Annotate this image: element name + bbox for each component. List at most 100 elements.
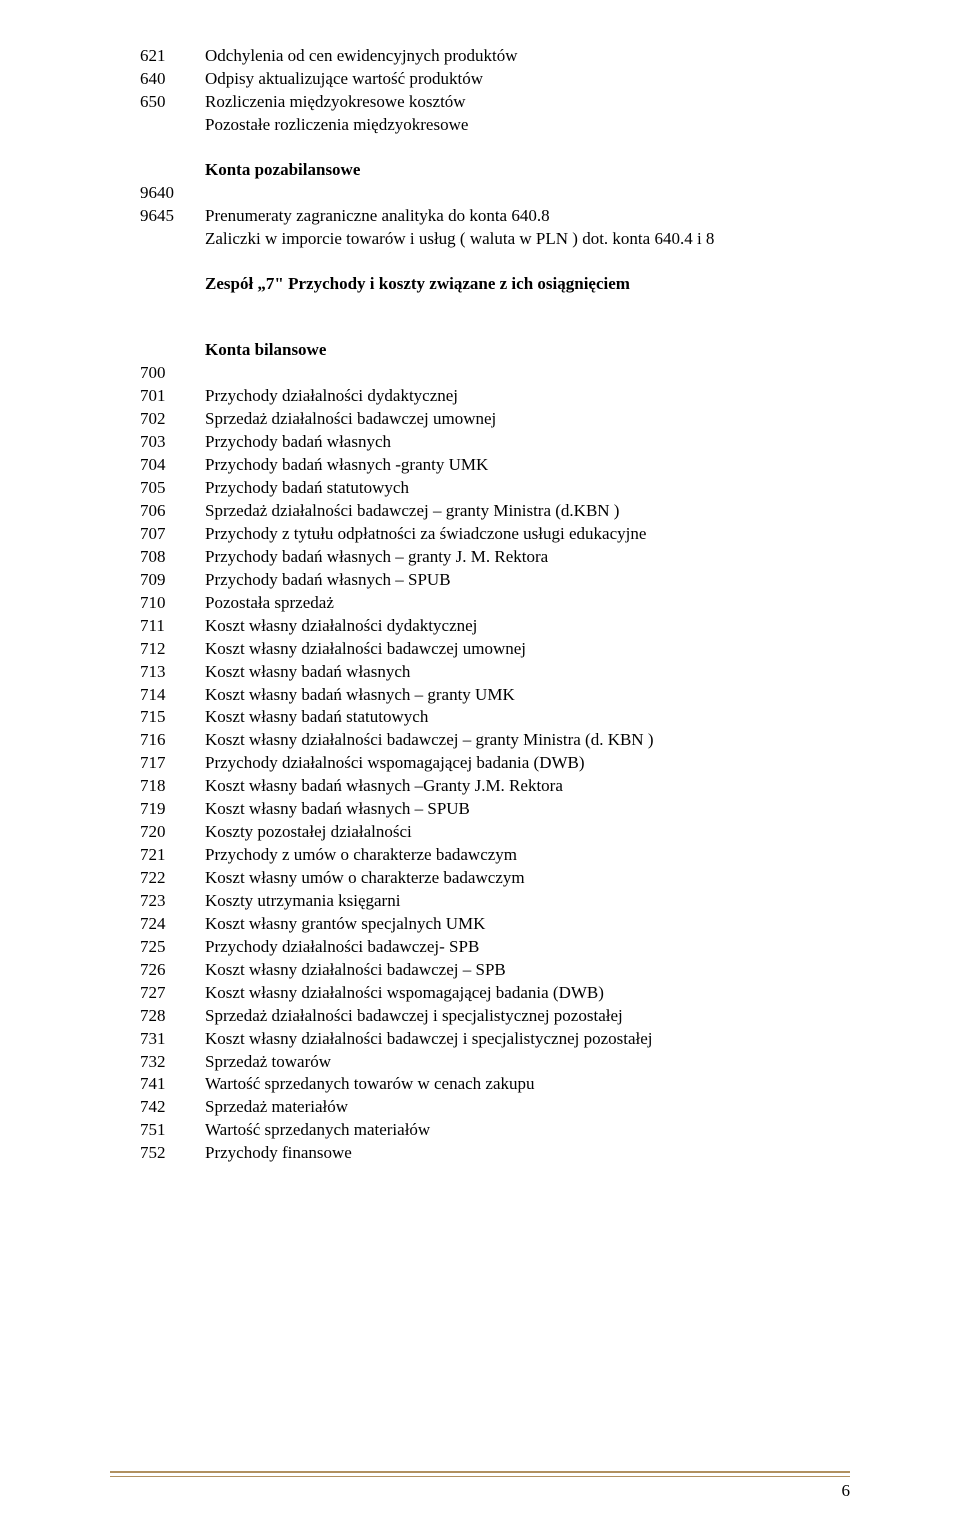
code-cell: 9640	[110, 182, 205, 205]
code-cell: 621	[110, 45, 205, 68]
text-cell: Koszty utrzymania księgarni	[205, 890, 850, 913]
code-cell: 712	[110, 638, 205, 661]
code-cell: 732	[110, 1051, 205, 1074]
text-cell: Koszt własny działalności wspomagającej …	[205, 982, 850, 1005]
table-row: 719Koszt własny badań własnych – SPUB	[110, 798, 850, 821]
code-cell: 708	[110, 546, 205, 569]
text-cell: Przychody z umów o charakterze badawczym	[205, 844, 850, 867]
code-cell: 700	[110, 362, 205, 385]
text-cell: Koszt własny działalności badawczej – SP…	[205, 959, 850, 982]
table-row: 9645Prenumeraty zagraniczne analityka do…	[110, 205, 850, 228]
section-3: 700701Przychody działalności dydaktyczne…	[110, 362, 850, 1165]
code-cell: 650	[110, 91, 205, 114]
table-row: 718Koszt własny badań własnych –Granty J…	[110, 775, 850, 798]
text-cell: Rozliczenia międzyokresowe kosztów	[205, 91, 850, 114]
text-cell: Pozostała sprzedaż	[205, 592, 850, 615]
code-cell: 703	[110, 431, 205, 454]
table-row: 723Koszty utrzymania księgarni	[110, 890, 850, 913]
table-row: 707Przychody z tytułu odpłatności za świ…	[110, 523, 850, 546]
table-row: 726Koszt własny działalności badawczej –…	[110, 959, 850, 982]
text-cell: Przychody działalności dydaktycznej	[205, 385, 850, 408]
table-row: 9640	[110, 182, 850, 205]
text-cell: Przychody badań statutowych	[205, 477, 850, 500]
heading-konta-pozabilansowe: Konta pozabilansowe	[205, 159, 850, 182]
text-cell: Przychody z tytułu odpłatności za świadc…	[205, 523, 850, 546]
text-cell: Sprzedaż działalności badawczej i specja…	[205, 1005, 850, 1028]
text-cell: Wartość sprzedanych towarów w cenach zak…	[205, 1073, 850, 1096]
heading-konta-bilansowe: Konta bilansowe	[205, 339, 850, 362]
text-cell: Przychody finansowe	[205, 1142, 850, 1165]
table-row: 741Wartość sprzedanych towarów w cenach …	[110, 1073, 850, 1096]
text-cell: Koszt własny badań statutowych	[205, 706, 850, 729]
text-cell: Przychody badań własnych	[205, 431, 850, 454]
code-cell: 640	[110, 68, 205, 91]
text-cell: Koszty pozostałej działalności	[205, 821, 850, 844]
heading-row: Konta bilansowe	[110, 339, 850, 362]
text-cell: Koszt własny badań własnych – SPUB	[205, 798, 850, 821]
code-cell: 723	[110, 890, 205, 913]
table-row: 717Przychody działalności wspomagającej …	[110, 752, 850, 775]
code-cell: 718	[110, 775, 205, 798]
text-cell: Przychody badań własnych – SPUB	[205, 569, 850, 592]
code-cell: 706	[110, 500, 205, 523]
table-row: 702Sprzedaż działalności badawczej umown…	[110, 408, 850, 431]
text-cell: Sprzedaż działalności badawczej – granty…	[205, 500, 850, 523]
code-cell: 713	[110, 661, 205, 684]
table-row: 706Sprzedaż działalności badawczej – gra…	[110, 500, 850, 523]
table-row: 720Koszty pozostałej działalności	[110, 821, 850, 844]
table-row: 621Odchylenia od cen ewidencyjnych produ…	[110, 45, 850, 68]
table-row: 716Koszt własny działalności badawczej –…	[110, 729, 850, 752]
table-row: 728Sprzedaż działalności badawczej i spe…	[110, 1005, 850, 1028]
code-cell: 716	[110, 729, 205, 752]
text-cell: Koszt własny badań własnych –Granty J.M.…	[205, 775, 850, 798]
text-cell: Zaliczki w imporcie towarów i usług ( wa…	[205, 228, 850, 251]
code-cell: 715	[110, 706, 205, 729]
code-cell: 717	[110, 752, 205, 775]
text-cell: Pozostałe rozliczenia międzyokresowe	[205, 114, 850, 137]
table-row: 724Koszt własny grantów specjalnych UMK	[110, 913, 850, 936]
code-cell: 752	[110, 1142, 205, 1165]
table-row: Pozostałe rozliczenia międzyokresowe	[110, 114, 850, 137]
table-row: 640Odpisy aktualizujące wartość produktó…	[110, 68, 850, 91]
text-cell: Przychody działalności badawczej- SPB	[205, 936, 850, 959]
code-cell: 724	[110, 913, 205, 936]
code-cell: 742	[110, 1096, 205, 1119]
heading-row: Zespół „7" Przychody i koszty związane z…	[110, 273, 850, 296]
table-row: Zaliczki w imporcie towarów i usług ( wa…	[110, 228, 850, 251]
section-1: 621Odchylenia od cen ewidencyjnych produ…	[110, 45, 850, 137]
table-row: 751Wartość sprzedanych materiałów	[110, 1119, 850, 1142]
spacer	[110, 137, 850, 159]
code-cell: 710	[110, 592, 205, 615]
code-cell: 707	[110, 523, 205, 546]
text-cell: Sprzedaż towarów	[205, 1051, 850, 1074]
code-cell: 741	[110, 1073, 205, 1096]
code-cell: 704	[110, 454, 205, 477]
table-row: 732Sprzedaż towarów	[110, 1051, 850, 1074]
code-cell: 726	[110, 959, 205, 982]
code-cell: 731	[110, 1028, 205, 1051]
code-cell: 701	[110, 385, 205, 408]
footer-divider	[110, 1471, 850, 1477]
table-row: 708Przychody badań własnych – granty J. …	[110, 546, 850, 569]
text-cell: Koszt własny badań własnych	[205, 661, 850, 684]
table-row: 722Koszt własny umów o charakterze badaw…	[110, 867, 850, 890]
table-row: 721Przychody z umów o charakterze badawc…	[110, 844, 850, 867]
text-cell: Odchylenia od cen ewidencyjnych produktó…	[205, 45, 850, 68]
text-cell: Koszt własny działalności badawczej – gr…	[205, 729, 850, 752]
text-cell: Koszt własny badań własnych – granty UMK	[205, 684, 850, 707]
page-number: 6	[110, 1481, 850, 1501]
table-row: 731Koszt własny działalności badawczej i…	[110, 1028, 850, 1051]
spacer	[110, 251, 850, 273]
text-cell: Odpisy aktualizujące wartość produktów	[205, 68, 850, 91]
code-cell: 728	[110, 1005, 205, 1028]
text-cell: Koszt własny działalności badawczej umow…	[205, 638, 850, 661]
code-cell: 722	[110, 867, 205, 890]
section-2: 96409645Prenumeraty zagraniczne analityk…	[110, 182, 850, 251]
table-row: 725Przychody działalności badawczej- SPB	[110, 936, 850, 959]
text-cell: Prenumeraty zagraniczne analityka do kon…	[205, 205, 850, 228]
code-cell: 714	[110, 684, 205, 707]
text-cell: Wartość sprzedanych materiałów	[205, 1119, 850, 1142]
table-row: 714Koszt własny badań własnych – granty …	[110, 684, 850, 707]
code-cell: 711	[110, 615, 205, 638]
text-cell: Koszt własny umów o charakterze badawczy…	[205, 867, 850, 890]
